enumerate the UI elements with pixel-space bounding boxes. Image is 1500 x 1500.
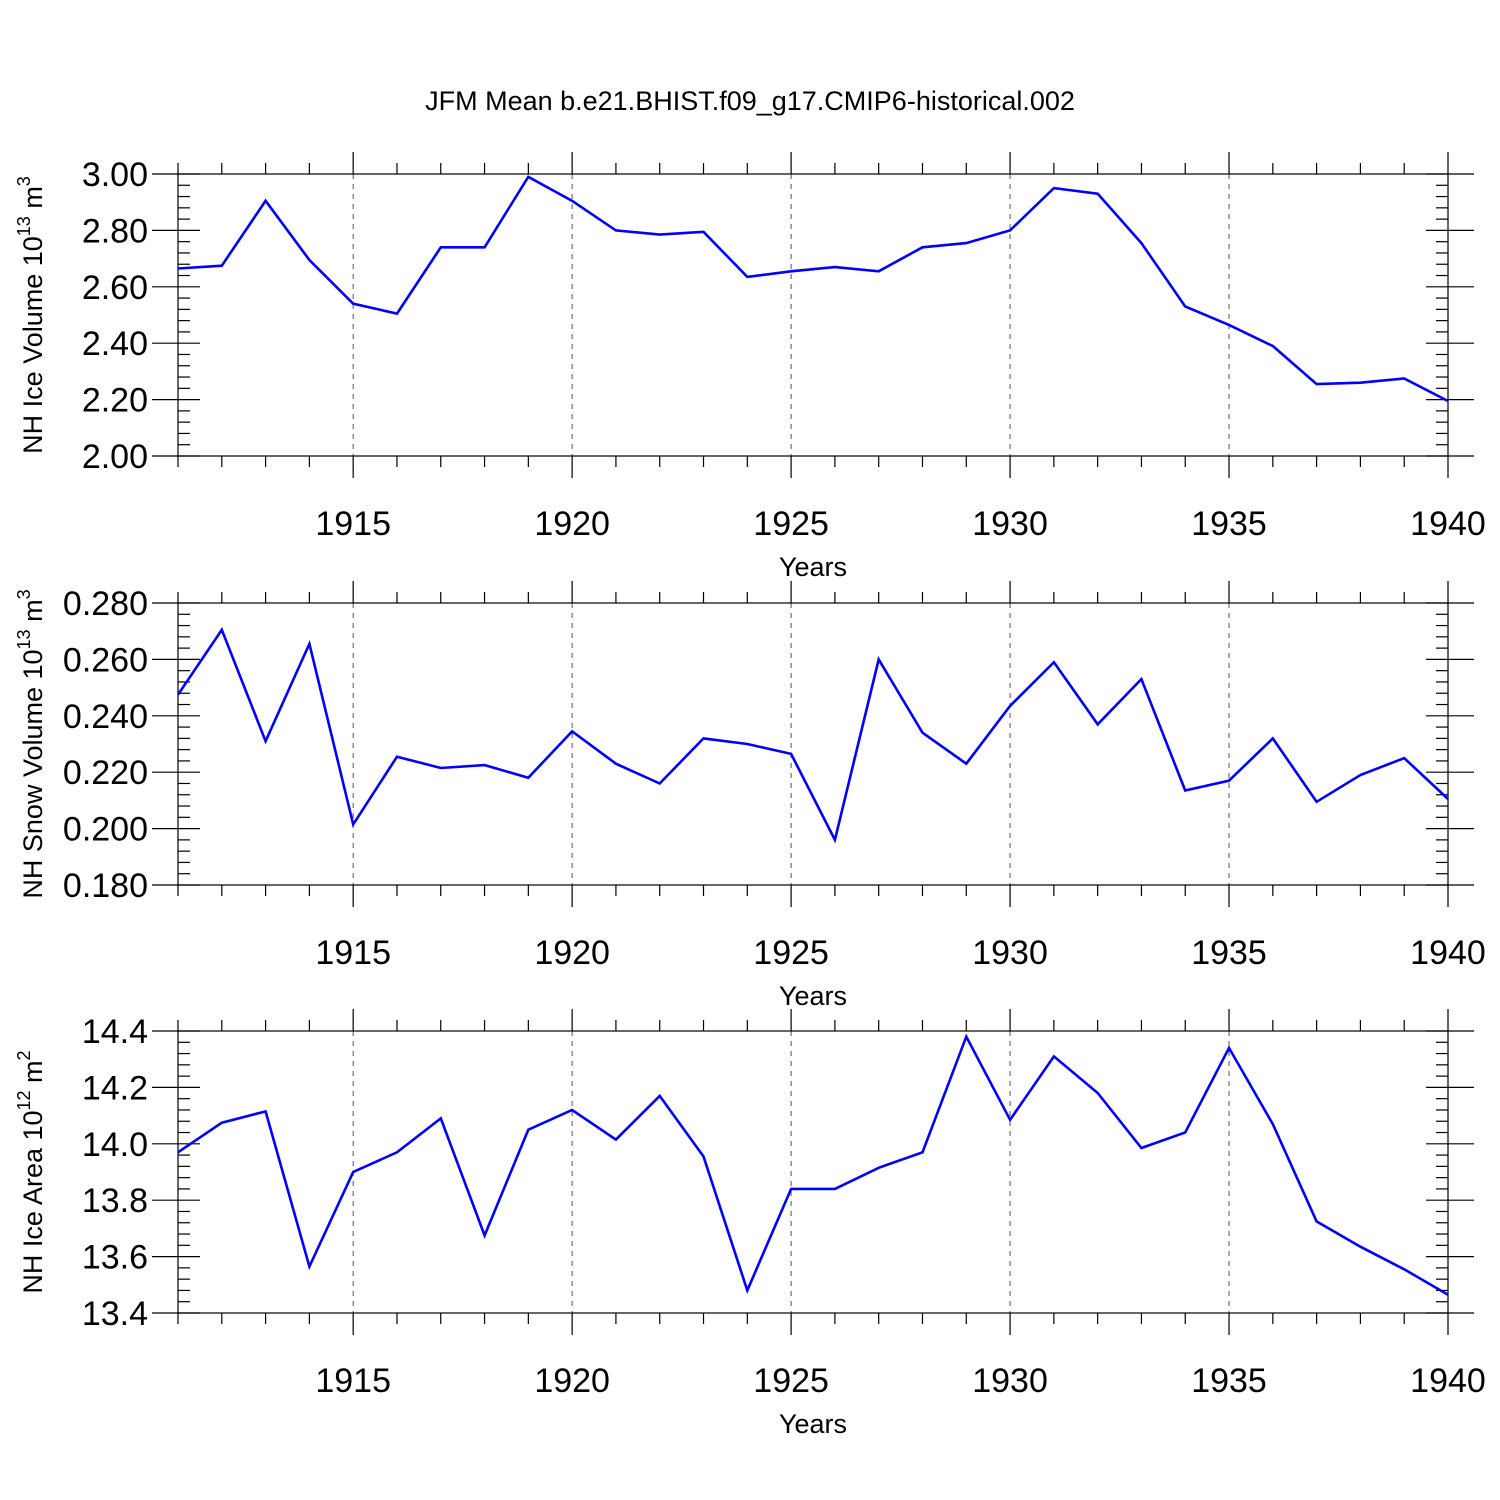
y-tick-label: 0.180	[63, 867, 148, 905]
y-tick-label: 2.60	[82, 269, 148, 307]
y-tick-label: 0.220	[63, 754, 148, 792]
x-tick-label: 1915	[315, 1362, 391, 1400]
series-line	[177, 1033, 1449, 1296]
x-tick-label: 1925	[753, 934, 829, 972]
panel-3: 13.4 13.6 13.8 14.0 14.2 14.4 1915 1920 1925 1930…	[14, 1009, 1486, 1439]
x-tick-label: 1920	[534, 934, 610, 972]
panel-1: 2.00 2.20 2.40 2.60 2.80 3.00 1915 1920 1925 1930…	[14, 152, 1486, 582]
x-tick-label: 1935	[1191, 1362, 1267, 1400]
x-tick-label: 1940	[1410, 505, 1486, 543]
x-tick-label: 1920	[534, 505, 610, 543]
y-axis-label: NH Snow Volume 1013 m3	[14, 589, 48, 898]
x-tick-label: 1935	[1191, 934, 1267, 972]
series-line	[176, 627, 1449, 844]
y-axis-label: NH Ice Volume 1013 m3	[14, 176, 48, 454]
x-axis-label: Years	[779, 552, 847, 582]
x-tick-label: 1915	[315, 505, 391, 543]
panels: 2.00 2.20 2.40 2.60 2.80 3.00 1915 1920 1925 1930…	[14, 152, 1486, 1439]
y-tick-label: 13.8	[82, 1182, 148, 1220]
x-tick-label: 1915	[315, 934, 391, 972]
panel-2: 0.180 0.200 0.220 0.240 0.260 0.280 1915 1920 19…	[14, 581, 1486, 1011]
x-tick-label: 1930	[972, 1362, 1048, 1400]
x-tick-label: 1930	[972, 934, 1048, 972]
x-tick-label: 1935	[1191, 505, 1267, 543]
x-tick-label: 1940	[1410, 1362, 1486, 1400]
y-tick-label: 2.80	[82, 212, 148, 250]
plot-frame	[177, 602, 1449, 886]
y-tick-label: 13.4	[82, 1295, 148, 1333]
x-axis-label: Years	[779, 981, 847, 1011]
x-tick-label: 1930	[972, 505, 1048, 543]
y-tick-label: 0.260	[63, 641, 148, 679]
y-tick-label: 0.240	[63, 698, 148, 736]
plot-frame	[177, 173, 1449, 457]
y-tick-label: 2.00	[82, 438, 148, 476]
x-tick-label: 1925	[753, 1362, 829, 1400]
y-tick-label: 2.40	[82, 325, 148, 363]
series-line	[177, 175, 1449, 403]
chart-title: JFM Mean b.e21.BHIST.f09_g17.CMIP6-histo…	[425, 86, 1075, 116]
y-tick-label: 14.0	[82, 1126, 148, 1164]
y-tick-label: 0.200	[63, 811, 148, 849]
y-tick-label: 14.2	[82, 1069, 148, 1107]
x-axis-label: Years	[779, 1409, 847, 1439]
y-tick-label: 3.00	[82, 156, 148, 194]
y-tick-label: 0.280	[63, 585, 148, 623]
x-tick-label: 1940	[1410, 934, 1486, 972]
x-tick-label: 1925	[753, 505, 829, 543]
y-tick-label: 14.4	[82, 1013, 148, 1051]
x-tick-label: 1920	[534, 1362, 610, 1400]
y-axis-label: NH Ice Area 1012 m2	[14, 1050, 48, 1293]
plot-frame	[177, 1030, 1449, 1314]
y-tick-label: 2.20	[82, 382, 148, 420]
y-tick-label: 13.6	[82, 1239, 148, 1277]
